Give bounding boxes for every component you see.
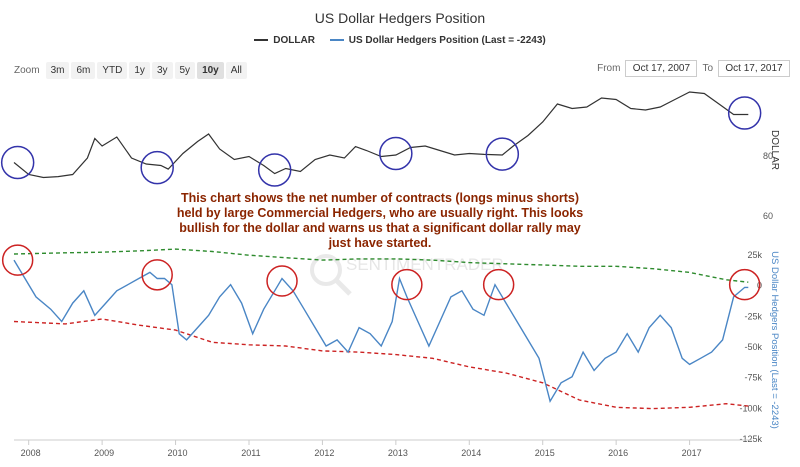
legend-item-hedgers[interactable]: US Dollar Hedgers Position (Last = -2243… — [329, 34, 546, 46]
to-date-input[interactable]: Oct 17, 2017 — [718, 60, 790, 77]
zoom-button-6m[interactable]: 6m — [71, 62, 96, 79]
hedgers-y-tick-label: -100k — [739, 403, 762, 413]
dollar-low-circle — [727, 96, 762, 130]
zoom-button-ytd[interactable]: YTD — [97, 62, 128, 79]
date-range: From Oct 17, 2007 To Oct 17, 2017 — [592, 60, 790, 77]
hedgers-peak-circle — [728, 268, 761, 301]
x-tick-label: 2011 — [241, 448, 260, 458]
x-tick-label: 2014 — [461, 448, 481, 458]
zoom-button-3m[interactable]: 3m — [45, 62, 70, 79]
to-label: To — [702, 63, 713, 74]
watermark: SENTIMENTRADER — [310, 254, 504, 296]
x-tick-label: 2017 — [682, 448, 702, 458]
zoom-bar: Zoom 3m 6m YTD 1y 3y 5y 10y All — [14, 62, 249, 79]
watermark-magnifier-icon — [310, 254, 342, 286]
from-date-input[interactable]: Oct 17, 2007 — [625, 60, 698, 77]
x-tick-label: 2010 — [168, 448, 188, 458]
chart-title: US Dollar Hedgers Position — [314, 10, 486, 26]
series-line-hedgers — [13, 259, 749, 403]
dollar-low-circle — [140, 150, 174, 185]
zoom-label: Zoom — [14, 65, 40, 76]
dollar-panel: 80 60 DOLLAR — [13, 91, 780, 221]
watermark-magnifier-handle — [334, 278, 352, 296]
series-line-dollar — [13, 91, 749, 179]
hedgers-peak-circle — [266, 265, 298, 297]
dollar-y-tick-label: 80 — [763, 151, 773, 161]
x-tick-label: 2009 — [94, 448, 114, 458]
hedgers-peak-circle — [482, 268, 515, 301]
x-tick-label: 2008 — [21, 448, 41, 458]
hedgers-y-tick-label: 25k — [747, 250, 762, 260]
x-tick-label: 2015 — [535, 448, 555, 458]
hedgers-peak-circle — [141, 259, 173, 291]
legend-swatch-dollar — [254, 39, 269, 41]
zoom-button-1y[interactable]: 1y — [129, 62, 150, 79]
hedgers-y-tick-label: -75k — [744, 373, 762, 383]
hedgers-y-tick-label: -125k — [739, 434, 762, 444]
x-tick-label: 2013 — [388, 448, 408, 458]
zoom-button-5y[interactable]: 5y — [174, 62, 196, 79]
dollar-low-circle — [485, 137, 520, 171]
chart-annotation: This chart shows the net number of contr… — [176, 191, 584, 250]
hedgers-peak-circle — [391, 268, 423, 301]
legend-label-hedgers: US Dollar Hedgers Position (Last = -2243… — [348, 34, 546, 46]
hedgers-y-tick-label: -25k — [744, 311, 762, 321]
legend-label-dollar: DOLLAR — [273, 34, 315, 46]
zoom-button-3y[interactable]: 3y — [151, 62, 173, 79]
series-line-lower-band — [13, 318, 749, 410]
dollar-low-circle — [379, 136, 413, 171]
x-axis: 2008 2009 2010 2011 2012 2013 2014 2015 2016 2017 — [14, 439, 752, 458]
legend-item-dollar[interactable]: DOLLAR — [254, 35, 315, 46]
highlight-circles — [0, 96, 762, 301]
x-tick-label: 2012 — [314, 448, 334, 458]
dollar-low-circle — [0, 145, 35, 180]
legend-swatch-hedgers — [329, 39, 344, 41]
dollar-y-tick-label: 60 — [763, 211, 773, 221]
legend: DOLLAR US Dollar Hedgers Position (Last … — [0, 33, 800, 46]
hedgers-axis-label: US Dollar Hedgers Position (Last = -2243… — [769, 251, 780, 429]
dollar-axis-label: DOLLAR — [769, 130, 780, 170]
hedgers-peak-circle — [1, 244, 34, 276]
watermark-text: SENTIMENTRADER — [346, 255, 504, 274]
x-tick-label: 2016 — [608, 448, 628, 458]
zoom-button-all[interactable]: All — [225, 62, 247, 79]
dollar-low-circle — [257, 153, 292, 187]
hedgers-y-tick-label: -50k — [744, 342, 762, 352]
zoom-button-10y[interactable]: 10y — [197, 62, 224, 79]
from-label: From — [597, 63, 621, 74]
